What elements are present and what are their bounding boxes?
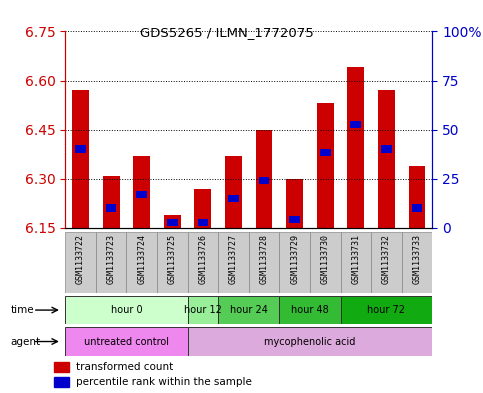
Bar <box>187 296 218 324</box>
Bar <box>195 189 211 228</box>
Bar <box>317 103 334 228</box>
Bar <box>55 377 69 387</box>
Text: agent: agent <box>11 336 41 347</box>
Bar <box>347 68 364 228</box>
Bar <box>164 215 181 228</box>
Bar <box>320 149 330 156</box>
Bar <box>106 204 116 211</box>
Bar <box>351 121 361 128</box>
Bar <box>157 232 187 293</box>
Text: hour 12: hour 12 <box>184 305 222 315</box>
Bar <box>127 232 157 293</box>
Text: GSM1133729: GSM1133729 <box>290 234 299 284</box>
Text: mycophenolic acid: mycophenolic acid <box>264 336 355 347</box>
Bar <box>256 130 272 228</box>
Bar <box>187 327 432 356</box>
Bar <box>402 232 432 293</box>
Bar <box>65 296 187 324</box>
Text: percentile rank within the sample: percentile rank within the sample <box>76 377 252 387</box>
Bar <box>133 156 150 228</box>
Text: hour 0: hour 0 <box>111 305 142 315</box>
Text: hour 72: hour 72 <box>368 305 405 315</box>
Text: transformed count: transformed count <box>76 362 174 372</box>
Text: GSM1133726: GSM1133726 <box>199 234 207 284</box>
Bar <box>289 216 300 223</box>
Bar <box>225 156 242 228</box>
Bar <box>371 232 402 293</box>
Text: GSM1133732: GSM1133732 <box>382 234 391 284</box>
Bar <box>65 327 187 356</box>
Bar <box>286 179 303 228</box>
Text: GSM1133730: GSM1133730 <box>321 234 330 284</box>
Bar <box>103 176 119 228</box>
Bar <box>55 362 69 372</box>
Bar <box>279 232 310 293</box>
Text: GSM1133728: GSM1133728 <box>259 234 269 284</box>
Bar <box>341 296 432 324</box>
Bar <box>412 204 422 211</box>
Bar <box>249 232 279 293</box>
Text: GSM1133722: GSM1133722 <box>76 234 85 284</box>
Text: GSM1133733: GSM1133733 <box>412 234 422 284</box>
Bar <box>228 195 239 202</box>
Text: untreated control: untreated control <box>84 336 169 347</box>
Bar <box>167 219 178 226</box>
Bar <box>96 232 127 293</box>
Text: hour 48: hour 48 <box>291 305 329 315</box>
Text: GSM1133725: GSM1133725 <box>168 234 177 284</box>
Text: GSM1133724: GSM1133724 <box>137 234 146 284</box>
Bar <box>187 232 218 293</box>
Text: GSM1133731: GSM1133731 <box>351 234 360 284</box>
Bar <box>310 232 341 293</box>
Bar <box>279 296 341 324</box>
Bar <box>65 232 96 293</box>
Bar <box>198 219 208 226</box>
Text: time: time <box>11 305 34 315</box>
Bar <box>136 191 147 198</box>
Bar <box>72 90 89 228</box>
Bar <box>381 145 392 152</box>
Text: GSM1133727: GSM1133727 <box>229 234 238 284</box>
Text: hour 24: hour 24 <box>230 305 268 315</box>
Bar <box>218 296 279 324</box>
Text: GDS5265 / ILMN_1772075: GDS5265 / ILMN_1772075 <box>140 26 314 39</box>
Bar <box>378 90 395 228</box>
Bar <box>409 166 426 228</box>
Text: GSM1133723: GSM1133723 <box>107 234 115 284</box>
Bar <box>75 145 86 152</box>
Bar <box>218 232 249 293</box>
Bar <box>341 232 371 293</box>
Bar <box>259 176 270 184</box>
